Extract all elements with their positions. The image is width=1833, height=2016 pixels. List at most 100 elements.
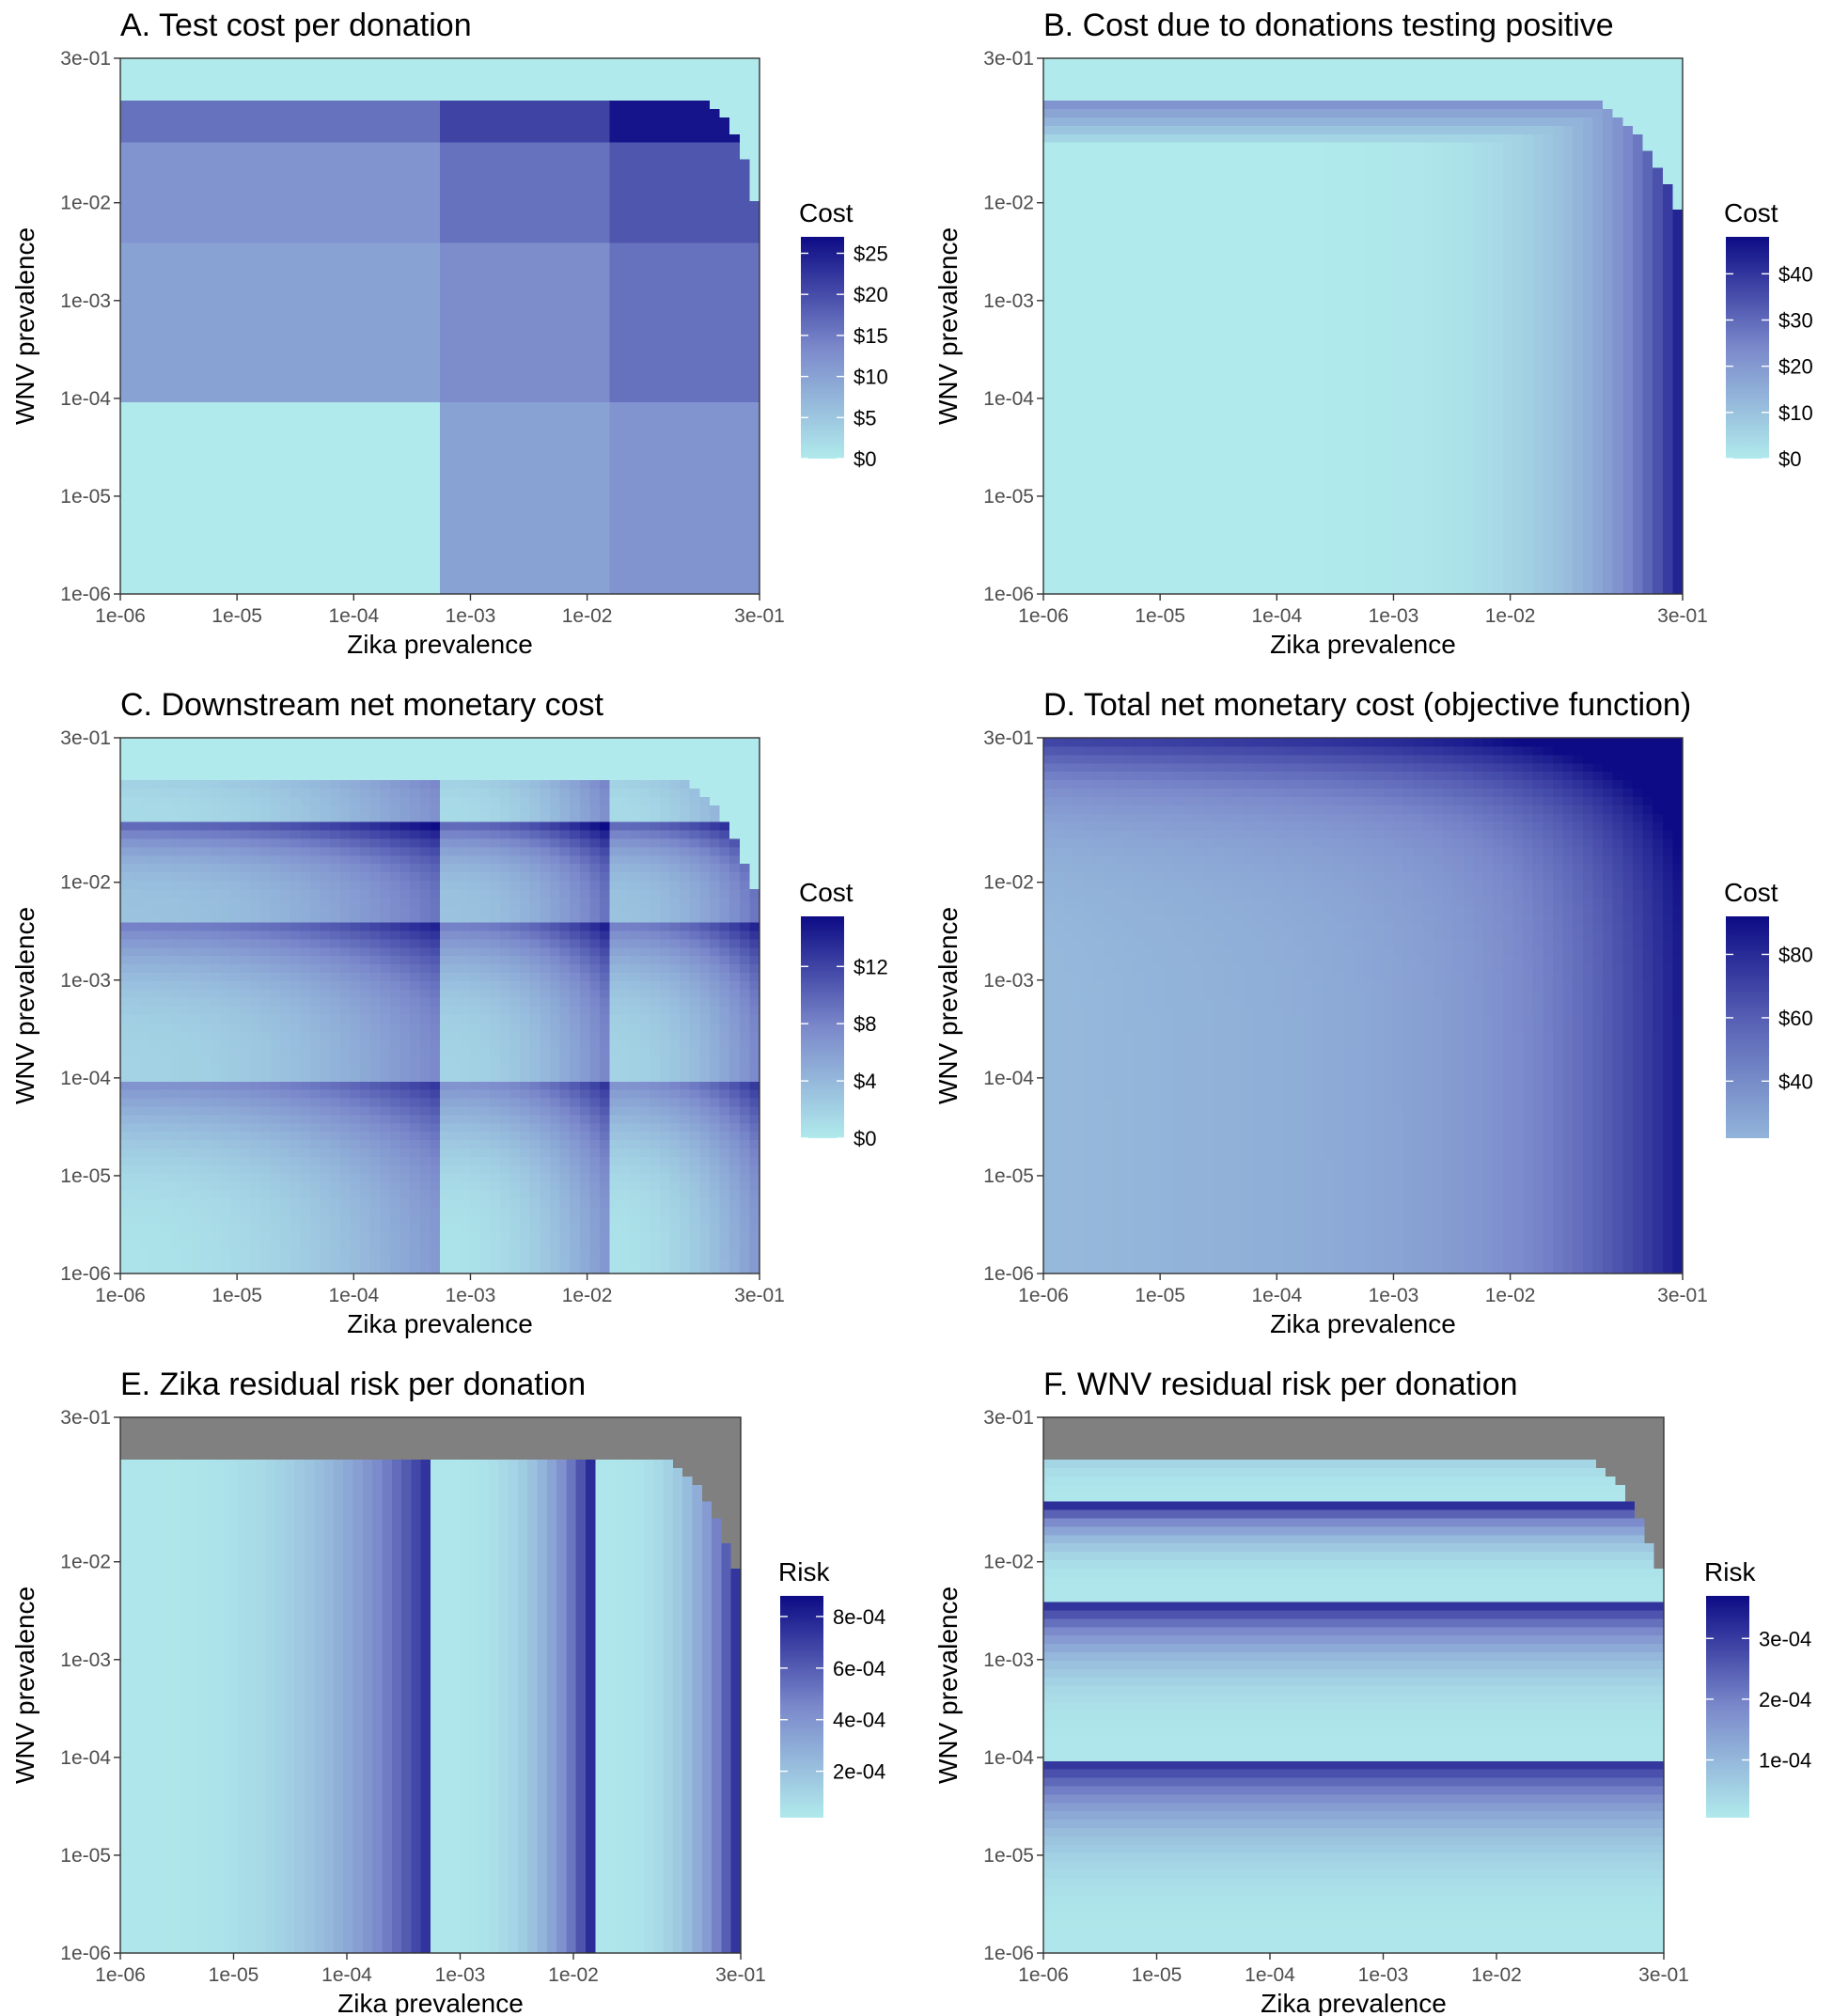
heat-cell (469, 125, 481, 134)
heat-cell (689, 91, 700, 102)
heat-cell (639, 242, 650, 252)
heat-cell (579, 393, 590, 402)
heatmap-cells-A (120, 58, 760, 595)
heat-cell (479, 217, 491, 227)
heat-cell (549, 226, 561, 235)
heat-cell (280, 351, 291, 361)
heat-cell (309, 66, 321, 76)
heat-cell (749, 401, 760, 411)
heat-cell (469, 410, 481, 419)
heat-cell (589, 250, 601, 260)
heat-cell (1043, 526, 1055, 537)
heat-cell (360, 318, 371, 327)
heat-cell (250, 284, 261, 293)
heat-cell (529, 242, 540, 252)
heat-cell (609, 292, 620, 302)
heat-cell (339, 460, 351, 470)
heat-cell (579, 234, 590, 243)
heat-cell (490, 468, 501, 477)
heat-cell (430, 384, 441, 394)
heat-cell (600, 334, 611, 344)
heat-cell (1133, 250, 1144, 260)
heat-cell (609, 460, 620, 470)
heat-cell (220, 434, 231, 445)
heat-cell (140, 209, 151, 218)
heat-cell (460, 226, 471, 235)
heat-cell (1103, 535, 1114, 545)
heat-cell (499, 367, 510, 378)
heat-cell (699, 301, 711, 310)
heat-cell (680, 275, 691, 286)
heat-cell (689, 342, 700, 352)
heat-cell (540, 477, 551, 486)
heat-cell (350, 359, 361, 369)
heat-cell (579, 552, 590, 561)
heat-cell (639, 58, 650, 68)
heat-cell (680, 326, 691, 336)
heat-cell (680, 217, 691, 227)
heat-cell (669, 91, 681, 102)
heat-cell (600, 560, 611, 570)
heat-cell (160, 242, 171, 252)
heat-cell (1163, 351, 1174, 361)
heat-cell (160, 543, 171, 554)
heat-cell (389, 468, 401, 477)
heat-cell (220, 142, 231, 151)
heat-cell (749, 209, 760, 218)
heat-cell (380, 410, 391, 419)
heat-cell (290, 477, 301, 486)
heat-cell (240, 258, 251, 269)
heat-cell (1143, 149, 1154, 160)
heat-cell (339, 451, 351, 461)
heat-cell (529, 468, 540, 477)
heat-cell (339, 226, 351, 235)
heat-cell (250, 258, 261, 269)
heat-cell (320, 301, 331, 310)
heat-cell (729, 569, 741, 578)
heat-cell (1143, 226, 1154, 235)
heat-cell (149, 502, 162, 511)
heat-cell (259, 242, 271, 252)
heat-cell (1093, 560, 1104, 570)
heat-cell (559, 451, 571, 461)
heat-cell (729, 91, 741, 102)
heat-cell (290, 175, 301, 185)
heat-cell (1083, 384, 1094, 394)
heat-cell (479, 460, 491, 470)
heat-cell (419, 326, 431, 336)
heat-cell (369, 292, 381, 302)
heat-cell (180, 149, 191, 160)
heat-cell (229, 100, 242, 110)
heat-cell (509, 117, 521, 126)
heat-cell (300, 460, 311, 470)
heat-cell (389, 376, 401, 385)
heat-cell (749, 192, 760, 202)
heat-cell (290, 234, 301, 243)
heat-cell (290, 426, 301, 436)
heat-cell (669, 560, 681, 570)
heat-cell (1093, 569, 1104, 578)
heat-cell (559, 200, 571, 210)
heat-cell (1163, 401, 1174, 411)
heat-cell (369, 426, 381, 436)
heat-cell (1113, 234, 1124, 243)
heat-cell (339, 426, 351, 436)
heat-cell (250, 451, 261, 461)
heat-cell (400, 485, 411, 494)
heat-cell (1103, 142, 1114, 151)
heat-cell (160, 334, 171, 344)
heat-cell (629, 535, 641, 545)
heat-cell (529, 577, 540, 586)
heat-cell (190, 460, 201, 470)
heat-cell (739, 301, 750, 310)
heat-cell (460, 149, 471, 160)
heat-cell (490, 284, 501, 293)
heat-cell (1103, 234, 1114, 243)
heat-cell (529, 367, 540, 378)
heat-cell (389, 100, 401, 110)
heat-cell (639, 569, 650, 578)
heat-cell (739, 125, 750, 134)
heat-cell (629, 334, 641, 344)
heat-cell (1123, 133, 1135, 143)
heat-cell (380, 485, 391, 494)
